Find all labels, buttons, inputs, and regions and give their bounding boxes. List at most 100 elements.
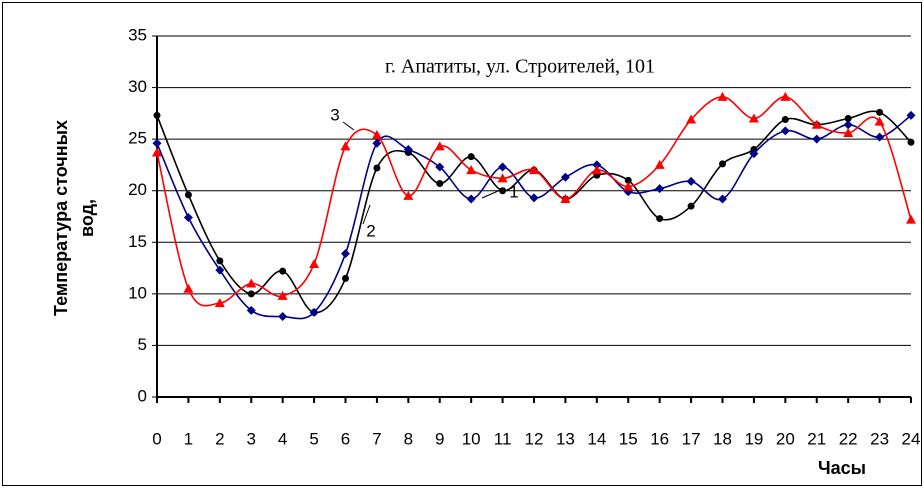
marker	[466, 165, 477, 175]
x-tick-label: 19	[744, 429, 763, 448]
marker	[342, 274, 349, 282]
marker	[749, 149, 759, 159]
annotation: 3	[330, 105, 339, 124]
marker	[436, 179, 444, 187]
y-label-line: Температура сточных	[51, 120, 71, 316]
x-tick-label: 15	[619, 429, 638, 448]
leader-line	[342, 121, 355, 131]
chart-title: г. Апатиты, ул. Строителей, 101	[385, 56, 655, 78]
marker	[906, 110, 916, 120]
x-tick-label: 13	[556, 429, 575, 448]
annotation: 2	[366, 221, 375, 240]
marker	[591, 165, 602, 175]
y-label-line: вод,	[77, 199, 97, 237]
marker	[467, 153, 475, 161]
x-tick-label: 2	[215, 429, 224, 448]
marker	[560, 172, 570, 182]
marker	[279, 267, 287, 275]
marker	[529, 193, 539, 203]
marker	[214, 298, 225, 308]
y-axis-label: Температура сточных вод,	[51, 120, 97, 316]
x-tick-label: 17	[682, 429, 701, 448]
x-tick-label: 20	[776, 429, 795, 448]
x-tick-label: 23	[870, 429, 889, 448]
marker	[466, 194, 476, 204]
marker	[309, 258, 320, 268]
x-tick-label: 14	[587, 429, 606, 448]
marker	[560, 193, 571, 203]
marker	[843, 120, 853, 130]
y-tick-label: 20	[128, 180, 147, 199]
y-tick-label: 15	[128, 232, 147, 251]
marker	[152, 147, 162, 157]
x-tick-label: 6	[341, 429, 350, 448]
marker	[183, 213, 193, 223]
x-tick-label: 4	[278, 429, 287, 448]
x-axis-label: Часы	[818, 458, 866, 478]
y-tick-label: 10	[128, 283, 147, 302]
marker	[246, 278, 257, 288]
marker	[654, 159, 665, 169]
marker	[183, 283, 194, 293]
marker	[655, 184, 665, 194]
marker	[434, 141, 445, 151]
marker	[780, 126, 790, 136]
marker	[686, 114, 697, 124]
marker	[341, 249, 350, 259]
marker	[497, 173, 508, 183]
marker	[373, 164, 381, 172]
marker	[247, 290, 255, 298]
marker	[843, 127, 854, 137]
marker	[277, 290, 288, 300]
x-tick-label: 0	[152, 429, 161, 448]
marker	[844, 115, 852, 123]
marker	[403, 190, 414, 200]
leader-line	[362, 204, 371, 225]
marker	[216, 257, 224, 265]
y-tick-label: 35	[128, 25, 147, 44]
marker	[278, 312, 288, 322]
marker	[811, 119, 822, 129]
marker	[152, 138, 162, 148]
y-tick-label: 0	[138, 386, 147, 405]
marker	[686, 176, 696, 186]
x-tick-label: 1	[184, 429, 193, 448]
marker	[717, 91, 728, 101]
marker	[906, 214, 916, 224]
x-tick-label: 10	[462, 429, 481, 448]
marker	[623, 181, 634, 191]
marker	[875, 132, 885, 142]
marker	[499, 187, 507, 195]
x-tick-label: 21	[807, 429, 826, 448]
x-tick-label: 9	[435, 429, 444, 448]
marker	[876, 108, 884, 116]
x-tick-label: 8	[404, 429, 413, 448]
marker	[309, 307, 319, 317]
marker	[529, 165, 539, 175]
marker	[184, 191, 192, 199]
marker	[624, 176, 632, 184]
y-tick-label: 5	[138, 335, 147, 354]
marker	[246, 305, 256, 315]
marker	[340, 141, 351, 151]
x-tick-label: 16	[650, 429, 669, 448]
marker	[781, 116, 789, 124]
marker	[812, 134, 822, 144]
marker	[215, 265, 225, 275]
x-tick-label: 11	[494, 429, 512, 448]
marker	[403, 144, 413, 154]
x-tick-label: 22	[839, 429, 858, 448]
y-tick-label: 30	[128, 77, 147, 96]
marker	[656, 215, 664, 223]
x-tick-label: 5	[309, 429, 318, 448]
marker	[907, 138, 915, 146]
marker	[719, 160, 726, 168]
x-tick-label: 3	[247, 429, 256, 448]
x-tick-label: 18	[713, 429, 732, 448]
marker	[153, 111, 161, 119]
annotation: 1	[509, 182, 518, 201]
marker	[372, 138, 382, 148]
marker	[874, 116, 885, 126]
